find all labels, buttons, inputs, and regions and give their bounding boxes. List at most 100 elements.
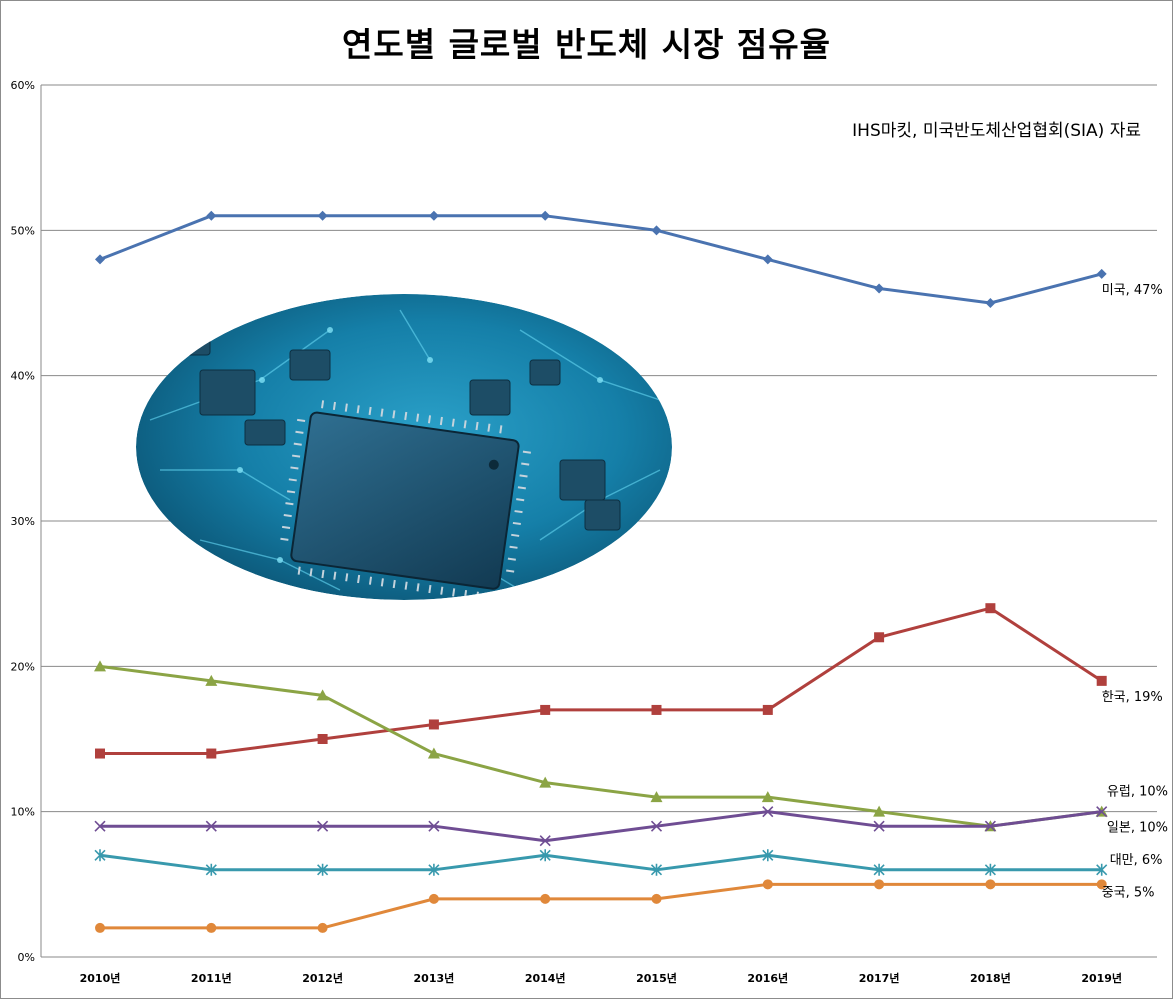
data-point — [985, 298, 996, 308]
data-point — [95, 922, 105, 933]
data-point — [985, 603, 996, 614]
data-point — [94, 820, 106, 832]
data-point — [873, 863, 885, 876]
data-point — [761, 791, 774, 803]
end-labels: 미국, 47% 한국, 19% 유럽, 10% 일본, 10% 대만, 6% 중국, 5% — [1102, 283, 1168, 900]
data-point — [317, 820, 329, 832]
data-point — [650, 791, 663, 803]
data-point — [539, 776, 552, 788]
data-point — [206, 748, 217, 759]
x-tick-label: 2015년 — [636, 971, 677, 985]
data-point — [205, 674, 218, 686]
data-point — [1096, 806, 1108, 818]
end-label-중국: 중국, 5% — [1102, 885, 1155, 900]
data-point — [874, 879, 885, 890]
data-point — [95, 748, 105, 759]
data-point — [762, 806, 774, 818]
series-유럽 — [94, 660, 1108, 832]
x-tick-label: 2019년 — [1081, 971, 1122, 985]
y-tick-label: 40% — [11, 370, 35, 383]
y-tick-label: 0% — [18, 951, 35, 964]
data-point — [984, 863, 996, 876]
data-point — [651, 893, 662, 904]
data-point — [873, 820, 885, 832]
data-point — [428, 719, 439, 730]
series-line — [99, 664, 1102, 828]
data-point — [427, 747, 440, 759]
data-point — [651, 704, 662, 715]
series-대만 — [94, 849, 1108, 876]
data-point — [540, 210, 551, 221]
series-line — [100, 882, 1102, 930]
x-tick-label: 2012년 — [302, 971, 343, 985]
data-point — [762, 849, 774, 862]
data-point — [428, 863, 440, 876]
data-point — [317, 210, 328, 221]
data-point — [317, 863, 329, 876]
series-line — [99, 214, 1103, 305]
source-annotation: IHS마킷, 미국반도체산업협회(SIA) 자료 — [852, 121, 1141, 141]
series-중국 — [95, 879, 1107, 933]
data-point — [984, 820, 996, 832]
end-label-미국: 미국, 47% — [1102, 283, 1163, 298]
data-point — [1096, 675, 1107, 686]
end-label-대만: 대만, 6% — [1110, 853, 1163, 868]
data-point — [205, 863, 217, 876]
y-tick-label: 60% — [11, 79, 35, 92]
data-point — [539, 849, 551, 862]
x-axis: 2010년 2011년 2012년 2013년 2014년 2015년 2016년 2017년… — [80, 971, 1122, 985]
x-tick-label: 2017년 — [859, 971, 900, 985]
x-tick-label: 2014년 — [525, 971, 566, 985]
data-point — [539, 835, 551, 847]
data-point — [874, 283, 885, 294]
series-line — [100, 810, 1102, 843]
series-한국 — [95, 603, 1107, 759]
data-point — [206, 210, 217, 221]
series-lines — [94, 210, 1108, 933]
data-point — [317, 734, 328, 744]
data-point — [94, 660, 106, 672]
x-tick-label: 2018년 — [970, 971, 1011, 985]
end-label-한국: 한국, 19% — [1102, 690, 1163, 705]
chart-title: 연도별 글로벌 반도체 시장 점유율 — [342, 25, 831, 64]
series-미국 — [95, 210, 1107, 308]
data-point — [762, 254, 773, 265]
gridlines — [41, 84, 1157, 958]
data-point — [650, 820, 663, 832]
x-tick-label: 2013년 — [414, 971, 455, 985]
data-point — [206, 922, 217, 933]
data-point — [873, 805, 886, 817]
data-point — [94, 849, 106, 862]
data-point — [317, 922, 328, 933]
y-axis: 0% 10% 20% 30% 40% 50% 60% — [11, 79, 42, 964]
series-line — [100, 606, 1103, 756]
data-point — [540, 893, 551, 904]
x-tick-label: 2016년 — [747, 971, 788, 985]
y-tick-label: 10% — [11, 806, 35, 819]
data-point — [650, 863, 663, 876]
data-point — [1096, 863, 1108, 876]
data-point — [205, 820, 217, 832]
data-point — [874, 632, 885, 643]
data-point — [428, 210, 439, 221]
data-point — [1096, 268, 1107, 279]
data-point — [428, 893, 439, 904]
end-label-일본: 일본, 10% — [1107, 821, 1168, 836]
data-point — [95, 254, 105, 265]
data-point — [428, 820, 440, 832]
series-line — [99, 853, 1102, 872]
data-point — [651, 225, 662, 236]
data-point — [985, 879, 996, 890]
y-tick-label: 50% — [11, 224, 35, 237]
data-point — [1096, 879, 1107, 890]
y-tick-label: 20% — [11, 660, 35, 673]
x-tick-label: 2011년 — [191, 971, 232, 985]
data-point — [762, 704, 773, 715]
data-point — [316, 689, 329, 701]
end-label-유럽: 유럽, 10% — [1107, 785, 1168, 800]
data-point — [540, 704, 551, 715]
x-tick-label: 2010년 — [80, 971, 121, 985]
series-일본 — [94, 806, 1108, 847]
circuit-board-image — [136, 294, 672, 600]
